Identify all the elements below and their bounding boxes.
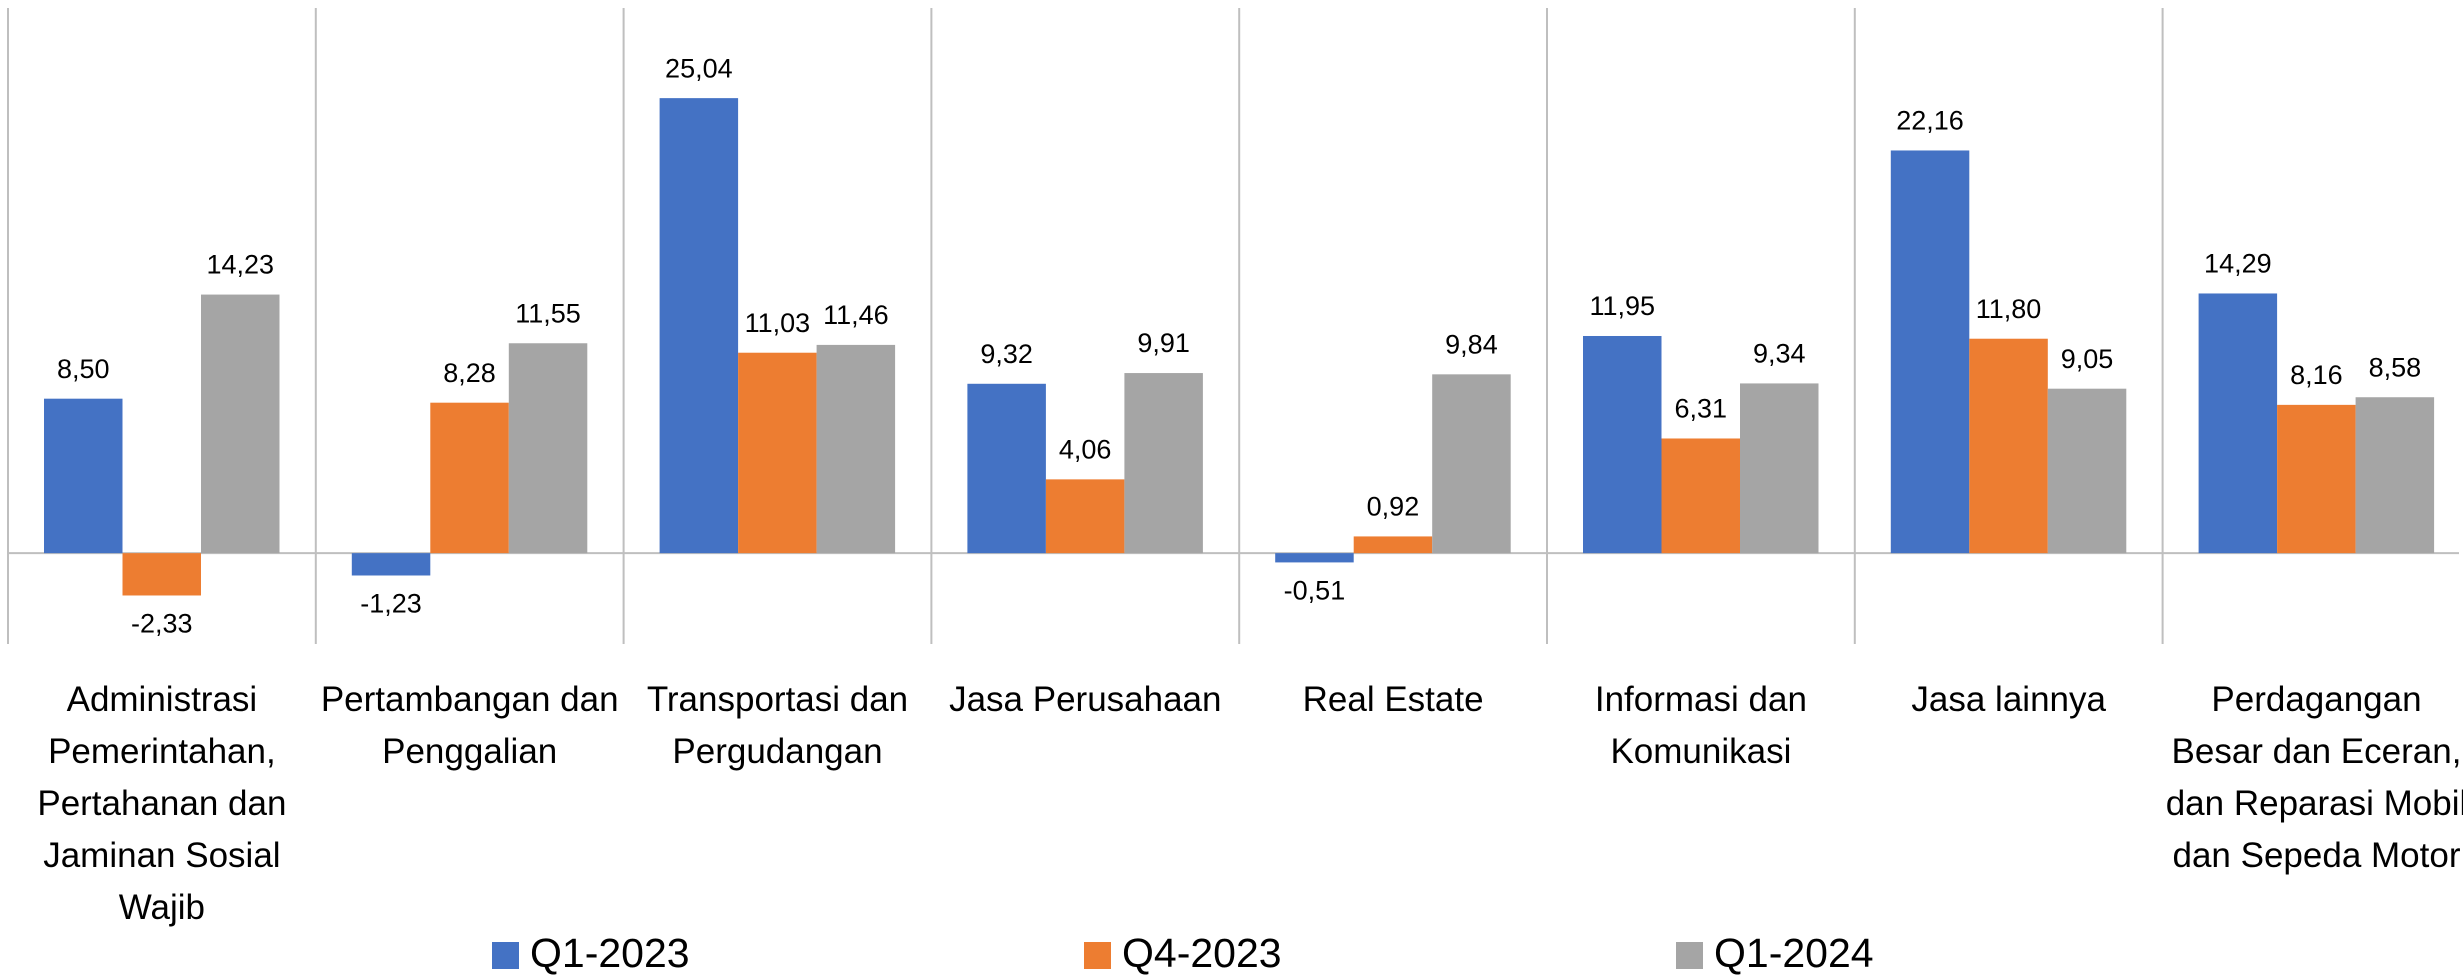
bar [1969,338,2048,554]
value-label: 11,95 [1589,291,1655,321]
legend-label: Q4-2023 [1122,930,1282,976]
value-label: 6,31 [1674,394,1727,424]
value-label: 9,32 [980,339,1033,369]
bar [1583,335,1662,554]
bar [738,352,817,554]
bar [2198,293,2278,554]
value-label: 9,91 [1137,328,1190,358]
x-tick-label: Administrasi Pemerintahan, Pertahanan da… [37,680,287,927]
x-tick-label: Real Estate [1302,680,1484,719]
value-label: 9,34 [1753,339,1806,369]
value-label: 14,23 [206,250,274,280]
value-label: 9,05 [2061,344,2114,374]
value-label: 11,80 [1976,294,2042,324]
bar [659,98,739,554]
legend-label: Q1-2023 [530,930,690,976]
bar [201,294,280,554]
value-label: -2,33 [131,609,193,639]
bar [1275,553,1354,563]
legend-swatch [1084,942,1111,969]
bar [122,553,201,596]
value-label: 4,06 [1059,434,1112,464]
value-label: 8,28 [443,358,496,388]
value-label: 11,03 [745,308,811,338]
bar [2277,404,2356,554]
bar [1124,373,1203,554]
bar [1353,536,1433,554]
x-tick-label: Transportasi dan Pergudangan [646,680,909,771]
x-tick-label: Pertambangan dan Penggalian [320,680,619,771]
bar [508,343,588,554]
value-label: -1,23 [360,589,422,619]
value-label: 9,84 [1445,329,1498,359]
value-label: 8,58 [2369,352,2422,382]
legend-label: Q1-2024 [1714,930,1874,976]
bar [430,402,509,554]
value-label: 25,04 [665,53,733,83]
bar [44,398,123,554]
bar [1661,438,1740,554]
value-label: -0,51 [1284,576,1346,606]
value-label: 8,16 [2290,360,2343,390]
value-label: 11,46 [823,300,889,330]
bar [967,383,1046,554]
value-label: 11,55 [515,298,581,328]
value-label: 0,92 [1367,492,1420,522]
x-tick-label: Perdagangan Besar dan Eceran, dan Repara… [2165,680,2463,875]
x-tick-label: Jasa lainnya [1911,680,2106,719]
x-tick-label: Jasa Perusahaan [949,680,1222,719]
bar [1740,383,1819,554]
bar [1045,479,1125,554]
legend-swatch [492,942,519,969]
value-label: 22,16 [1896,106,1964,136]
bar [2047,388,2127,554]
bar [816,344,896,554]
bar [1432,374,1511,554]
value-label: 14,29 [2204,249,2272,279]
legend-swatch [1676,942,1703,969]
bar [351,553,431,576]
value-label: 8,50 [57,354,110,384]
x-tick-label: Informasi dan Komunikasi [1594,680,1807,771]
bar [1890,150,1970,554]
bar [2355,397,2435,554]
